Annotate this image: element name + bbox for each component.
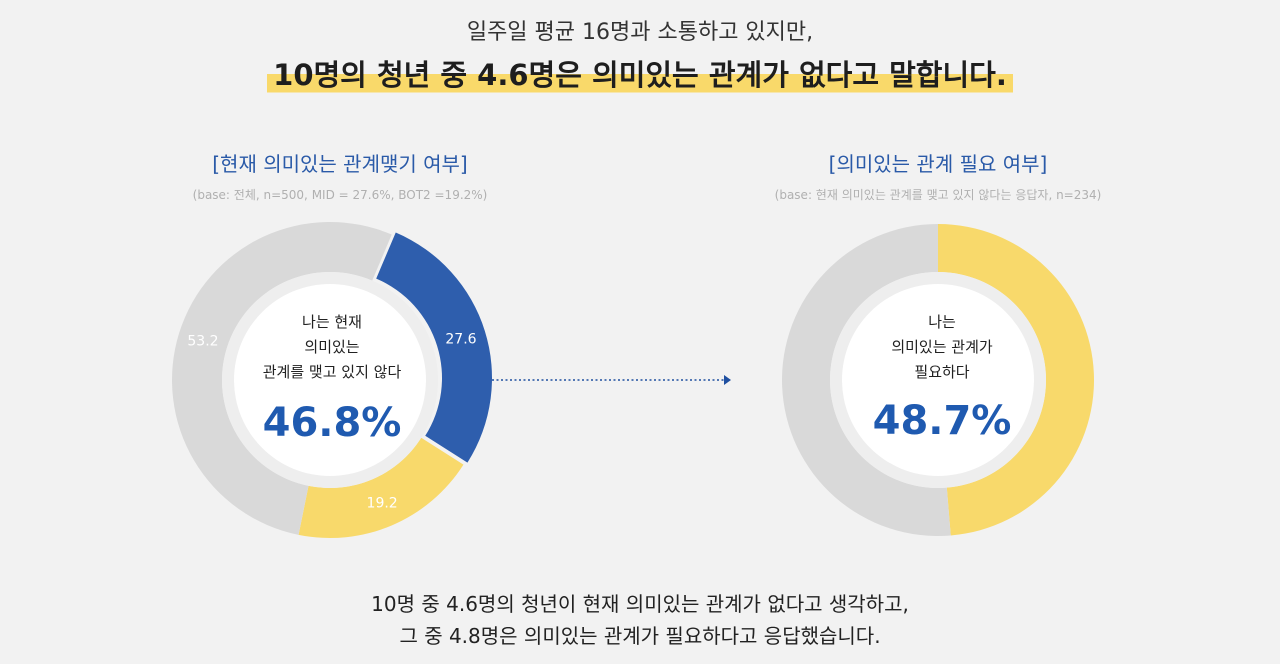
left-donut-center-hole xyxy=(234,284,426,476)
left-donut-slice xyxy=(298,437,464,538)
right-center-value: 48.7% xyxy=(872,398,1012,444)
left-center-text: 나는 현재 의미있는 관계를 맺고 있지 않다 xyxy=(222,310,442,385)
right-center-line: 필요하다 xyxy=(914,363,970,381)
left-center-line: 나는 현재 xyxy=(302,313,362,331)
right-chart-base: (base: 현재 의미있는 관계를 맺고 있지 않다는 응답자, n=234) xyxy=(774,188,1102,202)
right-donut-chart xyxy=(781,224,1094,536)
right-center-line: 의미있는 관계가 xyxy=(891,338,993,356)
connector-arrow xyxy=(492,375,731,385)
right-center-line: 나는 xyxy=(928,313,956,331)
headline-wrap: 10명의 청년 중 4.6명은 의미있는 관계가 없다고 말합니다. xyxy=(0,52,1280,94)
left-donut-slice-label: 53.2 xyxy=(187,334,218,350)
right-donut-slice xyxy=(938,224,1094,536)
footer-line-2: 그 중 4.8명은 의미있는 관계가 필요하다고 응답했습니다. xyxy=(399,624,881,648)
left-donut-chart: 27.6 19.2 53.2 xyxy=(172,221,492,538)
headline: 10명의 청년 중 4.6명은 의미있는 관계가 없다고 말합니다. xyxy=(267,52,1013,94)
left-donut-slice-label: 27.6 xyxy=(445,331,476,347)
left-chart-title: [현재 의미있는 관계맺기 여부] xyxy=(212,152,468,176)
right-donut-center-hole xyxy=(842,284,1034,476)
left-chart-base: (base: 전체, n=500, MID = 27.6%, BOT2 =19.… xyxy=(192,188,488,202)
left-donut-slice-label: 19.2 xyxy=(367,495,398,511)
left-center-line: 관계를 맺고 있지 않다 xyxy=(262,363,402,381)
left-donut-slice xyxy=(172,221,392,535)
right-center-text: 나는 의미있는 관계가 필요하다 xyxy=(832,310,1052,385)
left-center-value: 46.8% xyxy=(262,400,402,446)
footer-line-1: 10명 중 4.6명의 청년이 현재 의미있는 관계가 없다고 생각하고, xyxy=(371,592,909,616)
right-donut-slice xyxy=(781,224,951,536)
left-center-line: 의미있는 xyxy=(304,338,360,356)
right-chart-title: [의미있는 관계 필요 여부] xyxy=(828,152,1048,176)
subtitle: 일주일 평균 16명과 소통하고 있지만, xyxy=(466,20,814,45)
left-donut-slice xyxy=(376,232,492,463)
